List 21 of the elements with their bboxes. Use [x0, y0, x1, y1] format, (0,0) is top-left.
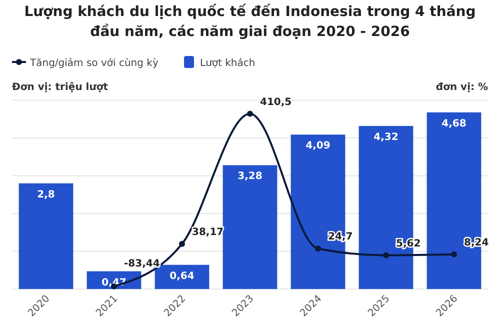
- point: [315, 246, 321, 252]
- bar: [222, 165, 278, 289]
- data-label: -83,44: [124, 258, 160, 270]
- point: [247, 110, 253, 117]
- data-label: 0,64: [170, 270, 194, 282]
- bar: [18, 183, 74, 289]
- data-label: 4,32: [374, 132, 398, 143]
- chart-title: Lượng khách du lịch quốc tế đến Indonesia trong 4 tháng đầu năm, các năm giai đoạn 2020 - 2026: [23, 2, 477, 42]
- data-label: 4,09: [306, 140, 330, 152]
- legend-label: Tăng/giảm so với cùng kỳ: [29, 57, 158, 69]
- point: [383, 252, 389, 258]
- legend-label: Lượt khách: [200, 58, 256, 69]
- data-label: 2,8: [37, 189, 55, 200]
- point: [451, 251, 457, 258]
- point: [179, 240, 185, 247]
- y-axis-title: Đơn vị: triệu lượt: [12, 82, 108, 93]
- data-label: 410,5: [260, 96, 292, 108]
- data-label: 4,68: [442, 118, 466, 130]
- data-label: 38,17: [192, 226, 224, 238]
- y2-axis-title: đơn vị: %: [436, 82, 488, 93]
- data-label: 3,28: [238, 171, 262, 182]
